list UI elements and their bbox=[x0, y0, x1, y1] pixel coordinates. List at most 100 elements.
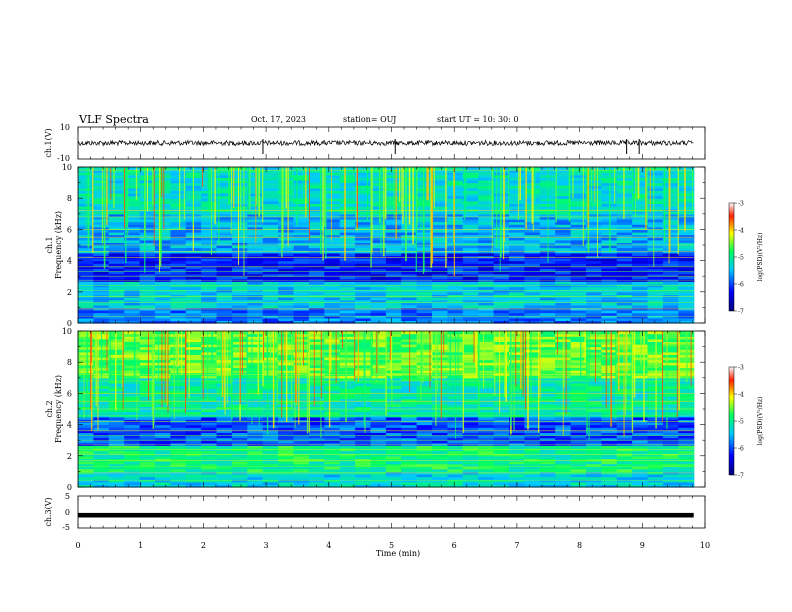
spectrogram-cell bbox=[524, 310, 541, 314]
spectrogram-cell bbox=[462, 180, 479, 184]
spectrogram-cell bbox=[231, 203, 248, 207]
spectrogram-cell bbox=[124, 200, 141, 204]
spectrogram-cell bbox=[385, 245, 402, 249]
spectrogram-cell bbox=[247, 281, 264, 285]
spectrogram-cell bbox=[108, 481, 125, 485]
spectrogram-cell bbox=[662, 401, 679, 405]
spectrogram-cell bbox=[293, 450, 310, 454]
spectrogram-cell bbox=[478, 422, 495, 426]
spectrogram-cell bbox=[632, 174, 649, 178]
spectrogram-cell bbox=[78, 375, 94, 379]
spectrogram-cell bbox=[155, 216, 171, 220]
spectrogram-cell bbox=[108, 167, 125, 171]
spectrogram-cell bbox=[216, 237, 233, 241]
spectrogram-cell bbox=[462, 385, 479, 389]
spectrogram-cell bbox=[662, 265, 679, 269]
spectrogram-cell bbox=[524, 435, 541, 439]
spectrogram-cell bbox=[262, 398, 279, 402]
spectrogram-cell bbox=[185, 370, 202, 374]
spectrogram-cell bbox=[555, 271, 572, 275]
spectrogram-cell bbox=[308, 442, 325, 446]
spectrogram-cell bbox=[78, 484, 94, 488]
spectrogram-cell bbox=[308, 221, 325, 225]
spectrogram-cell bbox=[416, 396, 433, 400]
spectrogram-cell bbox=[447, 458, 464, 462]
spectrogram-cell bbox=[324, 367, 341, 371]
spectrogram-cell bbox=[616, 458, 633, 462]
spectrogram-cell bbox=[555, 187, 572, 191]
spectrogram-cell bbox=[478, 396, 495, 400]
spectrogram-cell bbox=[124, 450, 141, 454]
spectrogram-cell bbox=[262, 388, 279, 392]
spectrogram-cell bbox=[124, 445, 141, 449]
spectrogram-cell bbox=[108, 312, 125, 316]
spectrogram-cell bbox=[293, 237, 310, 241]
spectrogram-cell bbox=[308, 484, 325, 488]
spectrogram-cell bbox=[155, 406, 171, 410]
spectrogram-cell bbox=[524, 286, 541, 290]
spectrogram-cell bbox=[93, 455, 110, 459]
spectrogram-cell bbox=[78, 450, 94, 454]
spectrogram-cell bbox=[570, 273, 587, 277]
spectrogram-cell bbox=[247, 370, 264, 374]
spectrogram-cell bbox=[539, 278, 556, 282]
spectrogram-cell bbox=[247, 380, 264, 384]
spectrogram-cell bbox=[231, 169, 248, 173]
spectrogram-cell bbox=[247, 226, 264, 230]
spectrogram-cell bbox=[201, 362, 218, 366]
spectrogram-cell bbox=[662, 232, 679, 236]
spectrogram-cell bbox=[632, 198, 649, 202]
spectrogram-cell bbox=[293, 468, 310, 472]
spectrogram-cell bbox=[293, 193, 310, 197]
spectrogram-cell bbox=[586, 458, 602, 462]
spectrogram-cell bbox=[339, 190, 356, 194]
spectrogram-cell bbox=[370, 450, 387, 454]
spectrogram-cell bbox=[616, 351, 633, 355]
spectrogram-cell bbox=[539, 458, 556, 462]
spectrogram-cell bbox=[324, 239, 341, 243]
spectrogram-cell bbox=[662, 437, 679, 441]
spectrogram-cell bbox=[478, 234, 495, 238]
spectrogram-cell bbox=[432, 463, 448, 467]
spectrogram-cell bbox=[509, 276, 525, 280]
spectrogram-cell bbox=[293, 242, 310, 246]
spectrogram-cell bbox=[570, 221, 587, 225]
spectrogram-cell bbox=[324, 302, 341, 306]
spectrogram-cell bbox=[462, 237, 479, 241]
spectrogram-cell bbox=[108, 427, 125, 431]
spectrogram-cell bbox=[662, 208, 679, 212]
spectrogram-cell bbox=[570, 200, 587, 204]
spectrogram-cell bbox=[262, 273, 279, 277]
spectrogram-cell bbox=[570, 364, 587, 368]
spectrogram-cell bbox=[339, 169, 356, 173]
spectrogram-cell bbox=[416, 375, 433, 379]
spectrogram-cell bbox=[262, 190, 279, 194]
spectrogram-cell bbox=[478, 474, 495, 478]
spectrogram-cell bbox=[601, 390, 618, 394]
spectrogram-cell bbox=[308, 208, 325, 212]
spectrogram-cell bbox=[616, 385, 633, 389]
spectrogram-cell bbox=[355, 349, 372, 353]
spectrogram-cell bbox=[185, 372, 202, 376]
spectrogram-cell bbox=[601, 419, 618, 423]
spectrogram-cell bbox=[78, 380, 94, 384]
frequency-tick-label: 6 bbox=[67, 225, 72, 234]
spectrogram-cell bbox=[678, 437, 695, 441]
spectrogram-cell bbox=[201, 427, 218, 431]
spectrogram-cell bbox=[586, 484, 602, 488]
spectrogram-cell bbox=[93, 427, 110, 431]
spectrogram-cell bbox=[462, 190, 479, 194]
spectrogram-cell bbox=[570, 193, 587, 197]
spectrogram-cell bbox=[78, 312, 94, 316]
spectrogram-cell bbox=[339, 362, 356, 366]
spectrogram-cell bbox=[124, 476, 141, 480]
spectrogram-cell bbox=[493, 354, 510, 358]
spectrogram-cell bbox=[586, 302, 602, 306]
spectrogram-cell bbox=[216, 278, 233, 282]
spectrogram-cell bbox=[185, 271, 202, 275]
spectrogram-cell bbox=[662, 468, 679, 472]
spectrogram-cell bbox=[124, 388, 141, 392]
spectrogram-cell bbox=[555, 185, 572, 189]
spectrogram-cell bbox=[324, 268, 341, 272]
